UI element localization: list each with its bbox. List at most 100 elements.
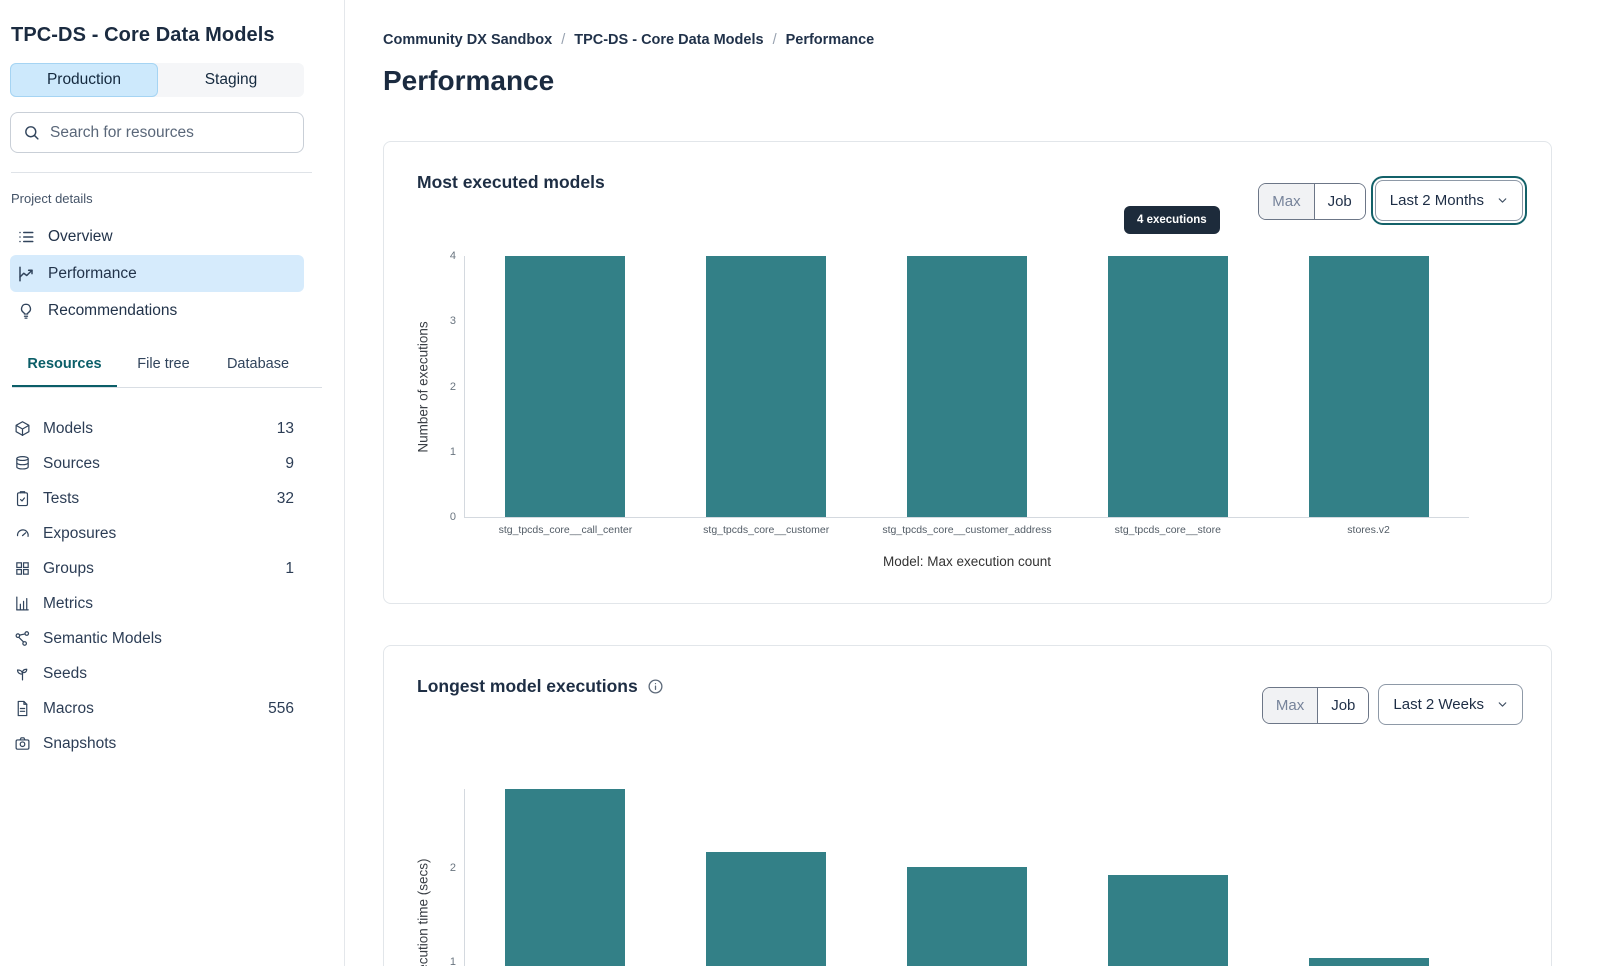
y-tick-label: 1	[449, 956, 456, 966]
resource-item-groups[interactable]: Groups 1	[12, 551, 294, 586]
file-text-icon	[14, 700, 31, 717]
search-icon	[23, 124, 40, 141]
chart-plot-area: Number of executions 0 1 2 3 4 stg_tpcds_cor…	[416, 250, 1469, 569]
lightbulb-icon	[17, 302, 35, 320]
y-axis-title: Execution time (secs)	[415, 858, 431, 966]
resource-count: 32	[276, 489, 294, 507]
breadcrumb-current-page: Performance	[785, 32, 875, 48]
y-tick-label: 0	[449, 511, 456, 523]
bar-slot	[465, 256, 666, 517]
card-title: Most executed models	[417, 172, 605, 192]
x-tick-label: stg_tpcds_core__customer	[703, 524, 830, 536]
sprout-icon	[14, 665, 31, 682]
chevron-down-icon	[1496, 698, 1509, 711]
tab-file-tree[interactable]: File tree	[137, 356, 190, 372]
main-content: Community DX Sandbox / TPC-DS - Core Dat…	[345, 0, 1621, 966]
nav-label: Recommendations	[48, 301, 178, 319]
resource-list: Models 13 Sources 9 Tests 32 Exposures G…	[12, 411, 294, 761]
sidebar-item-performance[interactable]: Performance	[10, 255, 304, 292]
resource-item-snapshots[interactable]: Snapshots	[12, 726, 294, 761]
search-input[interactable]	[50, 123, 291, 142]
y-axis-title: Number of executions	[415, 320, 431, 453]
job-button[interactable]: Job	[1318, 688, 1369, 723]
bar-slot	[1067, 789, 1268, 966]
date-range-select[interactable]: Last 2 Months	[1374, 180, 1523, 221]
camera-icon	[14, 735, 31, 752]
bar-slot	[867, 789, 1068, 966]
info-icon[interactable]	[647, 678, 664, 695]
breadcrumb-separator: /	[561, 32, 566, 48]
y-tick-label: 3	[449, 315, 456, 328]
resource-item-macros[interactable]: Macros 556	[12, 691, 294, 726]
bar[interactable]	[906, 256, 1027, 517]
breadcrumb-project[interactable]: TPC-DS - Core Data Models	[574, 32, 764, 48]
x-tick-label: stg_tpcds_core__call_center	[498, 524, 633, 536]
nav-label: Overview	[48, 227, 113, 245]
bar[interactable]	[1308, 957, 1429, 966]
date-range-value: Last 2 Weeks	[1393, 696, 1484, 713]
bar[interactable]	[1308, 256, 1429, 517]
clipboard-check-icon	[14, 490, 31, 507]
sidebar-item-recommendations[interactable]: Recommendations	[10, 292, 304, 329]
tab-database[interactable]: Database	[226, 356, 290, 372]
resource-label: Tests	[43, 489, 80, 507]
resource-item-metrics[interactable]: Metrics	[12, 586, 294, 621]
card-title-text: Longest model executions	[417, 676, 638, 696]
x-tick-label: stg_tpcds_core__customer_address	[882, 524, 1052, 536]
resource-label: Models	[43, 419, 93, 437]
y-tick-label: 1	[449, 445, 456, 458]
tab-resources[interactable]: Resources	[12, 356, 117, 387]
max-button[interactable]: Max	[1259, 184, 1315, 219]
resource-item-tests[interactable]: Tests 32	[12, 481, 294, 516]
bar[interactable]	[1107, 256, 1228, 517]
bar[interactable]	[706, 852, 827, 966]
resource-label: Metrics	[43, 594, 93, 612]
sidebar-divider	[11, 172, 312, 173]
longest-model-executions-card: Longest model executions Max Job Last 2 …	[383, 645, 1552, 966]
project-nav: Overview Performance Recommendations	[10, 218, 304, 329]
bar-slot	[1268, 256, 1469, 517]
chart-controls: Max Job Last 2 Weeks	[1261, 684, 1523, 725]
resource-search[interactable]	[10, 112, 304, 153]
resource-label: Seeds	[43, 664, 87, 682]
bar[interactable]	[706, 256, 827, 517]
grid-icon	[14, 560, 31, 577]
sidebar-item-overview[interactable]: Overview	[10, 218, 304, 255]
date-range-select[interactable]: Last 2 Weeks	[1378, 684, 1523, 725]
gauge-icon	[14, 525, 31, 542]
bar[interactable]	[505, 256, 626, 517]
database-icon	[14, 455, 31, 472]
resource-count: 1	[285, 559, 294, 577]
max-button[interactable]: Max	[1262, 688, 1319, 723]
environment-toggle: Production Staging	[10, 63, 304, 97]
resource-count: 556	[268, 699, 294, 717]
x-tick-label: stores.v2	[1347, 524, 1390, 536]
sidebar: TPC-DS - Core Data Models Production Sta…	[0, 0, 345, 966]
x-axis-title: Model: Max execution count	[882, 554, 1052, 569]
resource-item-sources[interactable]: Sources 9	[12, 446, 294, 481]
card-title: Longest model executions	[417, 676, 664, 697]
resource-item-models[interactable]: Models 13	[12, 411, 294, 446]
chart-line-icon	[17, 265, 35, 283]
nav-label: Performance	[48, 264, 137, 282]
job-button[interactable]: Job	[1314, 184, 1365, 219]
breadcrumb-account[interactable]: Community DX Sandbox	[383, 32, 553, 48]
y-tick-label: 2	[449, 380, 456, 393]
resource-item-exposures[interactable]: Exposures	[12, 516, 294, 551]
y-tick-label: 4	[449, 250, 456, 262]
bar-series	[465, 789, 1469, 966]
bar-slot	[465, 789, 666, 966]
cube-icon	[14, 420, 31, 437]
resource-item-semantic-models[interactable]: Semantic Models	[12, 621, 294, 656]
resource-label: Groups	[43, 559, 94, 577]
bar[interactable]	[1107, 875, 1228, 966]
bar-slot	[1268, 789, 1469, 966]
bar[interactable]	[505, 789, 626, 966]
bar-slot	[867, 256, 1068, 517]
production-toggle-button[interactable]: Production	[10, 63, 158, 97]
bar[interactable]	[906, 866, 1027, 966]
staging-toggle-button[interactable]: Staging	[204, 71, 258, 88]
chevron-down-icon	[1496, 194, 1509, 207]
resource-label: Sources	[43, 454, 100, 472]
resource-item-seeds[interactable]: Seeds	[12, 656, 294, 691]
